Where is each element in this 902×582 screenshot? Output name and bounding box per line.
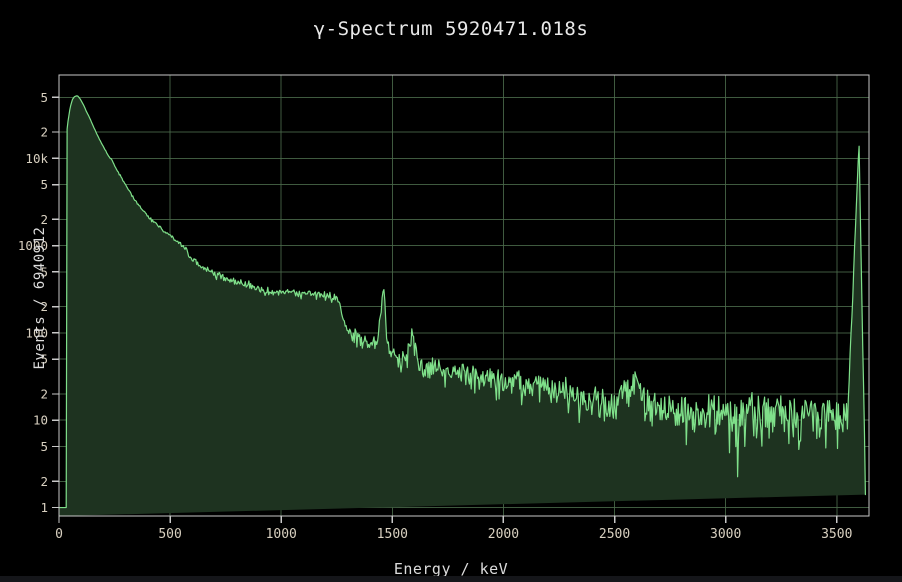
- y-axis-title: Events / 6940912: [32, 226, 48, 370]
- page-title: γ-Spectrum 5920471.018s: [313, 18, 589, 40]
- y-tick-label: 2: [40, 212, 48, 227]
- y-tick-label: 5: [40, 177, 48, 192]
- x-tick-label: 3500: [821, 527, 852, 542]
- x-tick-label: 500: [158, 527, 181, 542]
- y-axis: 1 2 5 10 2 5 100 2 5 1000 2 5 10k 2 5: [18, 90, 59, 515]
- x-tick-label: 3000: [710, 527, 741, 542]
- y-tick-label: 100: [25, 325, 48, 340]
- x-tick-label: 0: [55, 527, 63, 542]
- x-tick-label: 2000: [488, 527, 519, 542]
- y-tick-label: 2: [40, 474, 48, 489]
- plot-frame: [58, 74, 870, 517]
- window-bottom-strip: [0, 576, 902, 582]
- x-axis-title: Energy / keV: [393, 560, 509, 578]
- x-tick-label: 2500: [599, 527, 630, 542]
- y-tick-label: 5: [40, 90, 48, 105]
- y-tick-label: 2: [40, 299, 48, 314]
- y-tick-label: 5: [40, 439, 48, 454]
- x-tick-label: 1000: [266, 527, 297, 542]
- y-tick-label: 2: [40, 386, 48, 401]
- x-axis: 0 500 1000 1500 2000 2500 3000 3500: [55, 516, 852, 542]
- y-tick-label: 10: [33, 413, 48, 428]
- y-tick-label: 2: [40, 125, 48, 140]
- x-tick-label: 1500: [377, 527, 408, 542]
- spectrum-fill: [59, 95, 866, 517]
- y-tick-label: 5: [40, 352, 48, 367]
- y-tick-label: 10k: [25, 151, 48, 166]
- y-tick-label: 5: [40, 264, 48, 279]
- y-tick-label: 1000: [18, 238, 48, 253]
- y-tick-label: 1: [40, 500, 48, 515]
- spectrum-line[interactable]: [58, 95, 866, 509]
